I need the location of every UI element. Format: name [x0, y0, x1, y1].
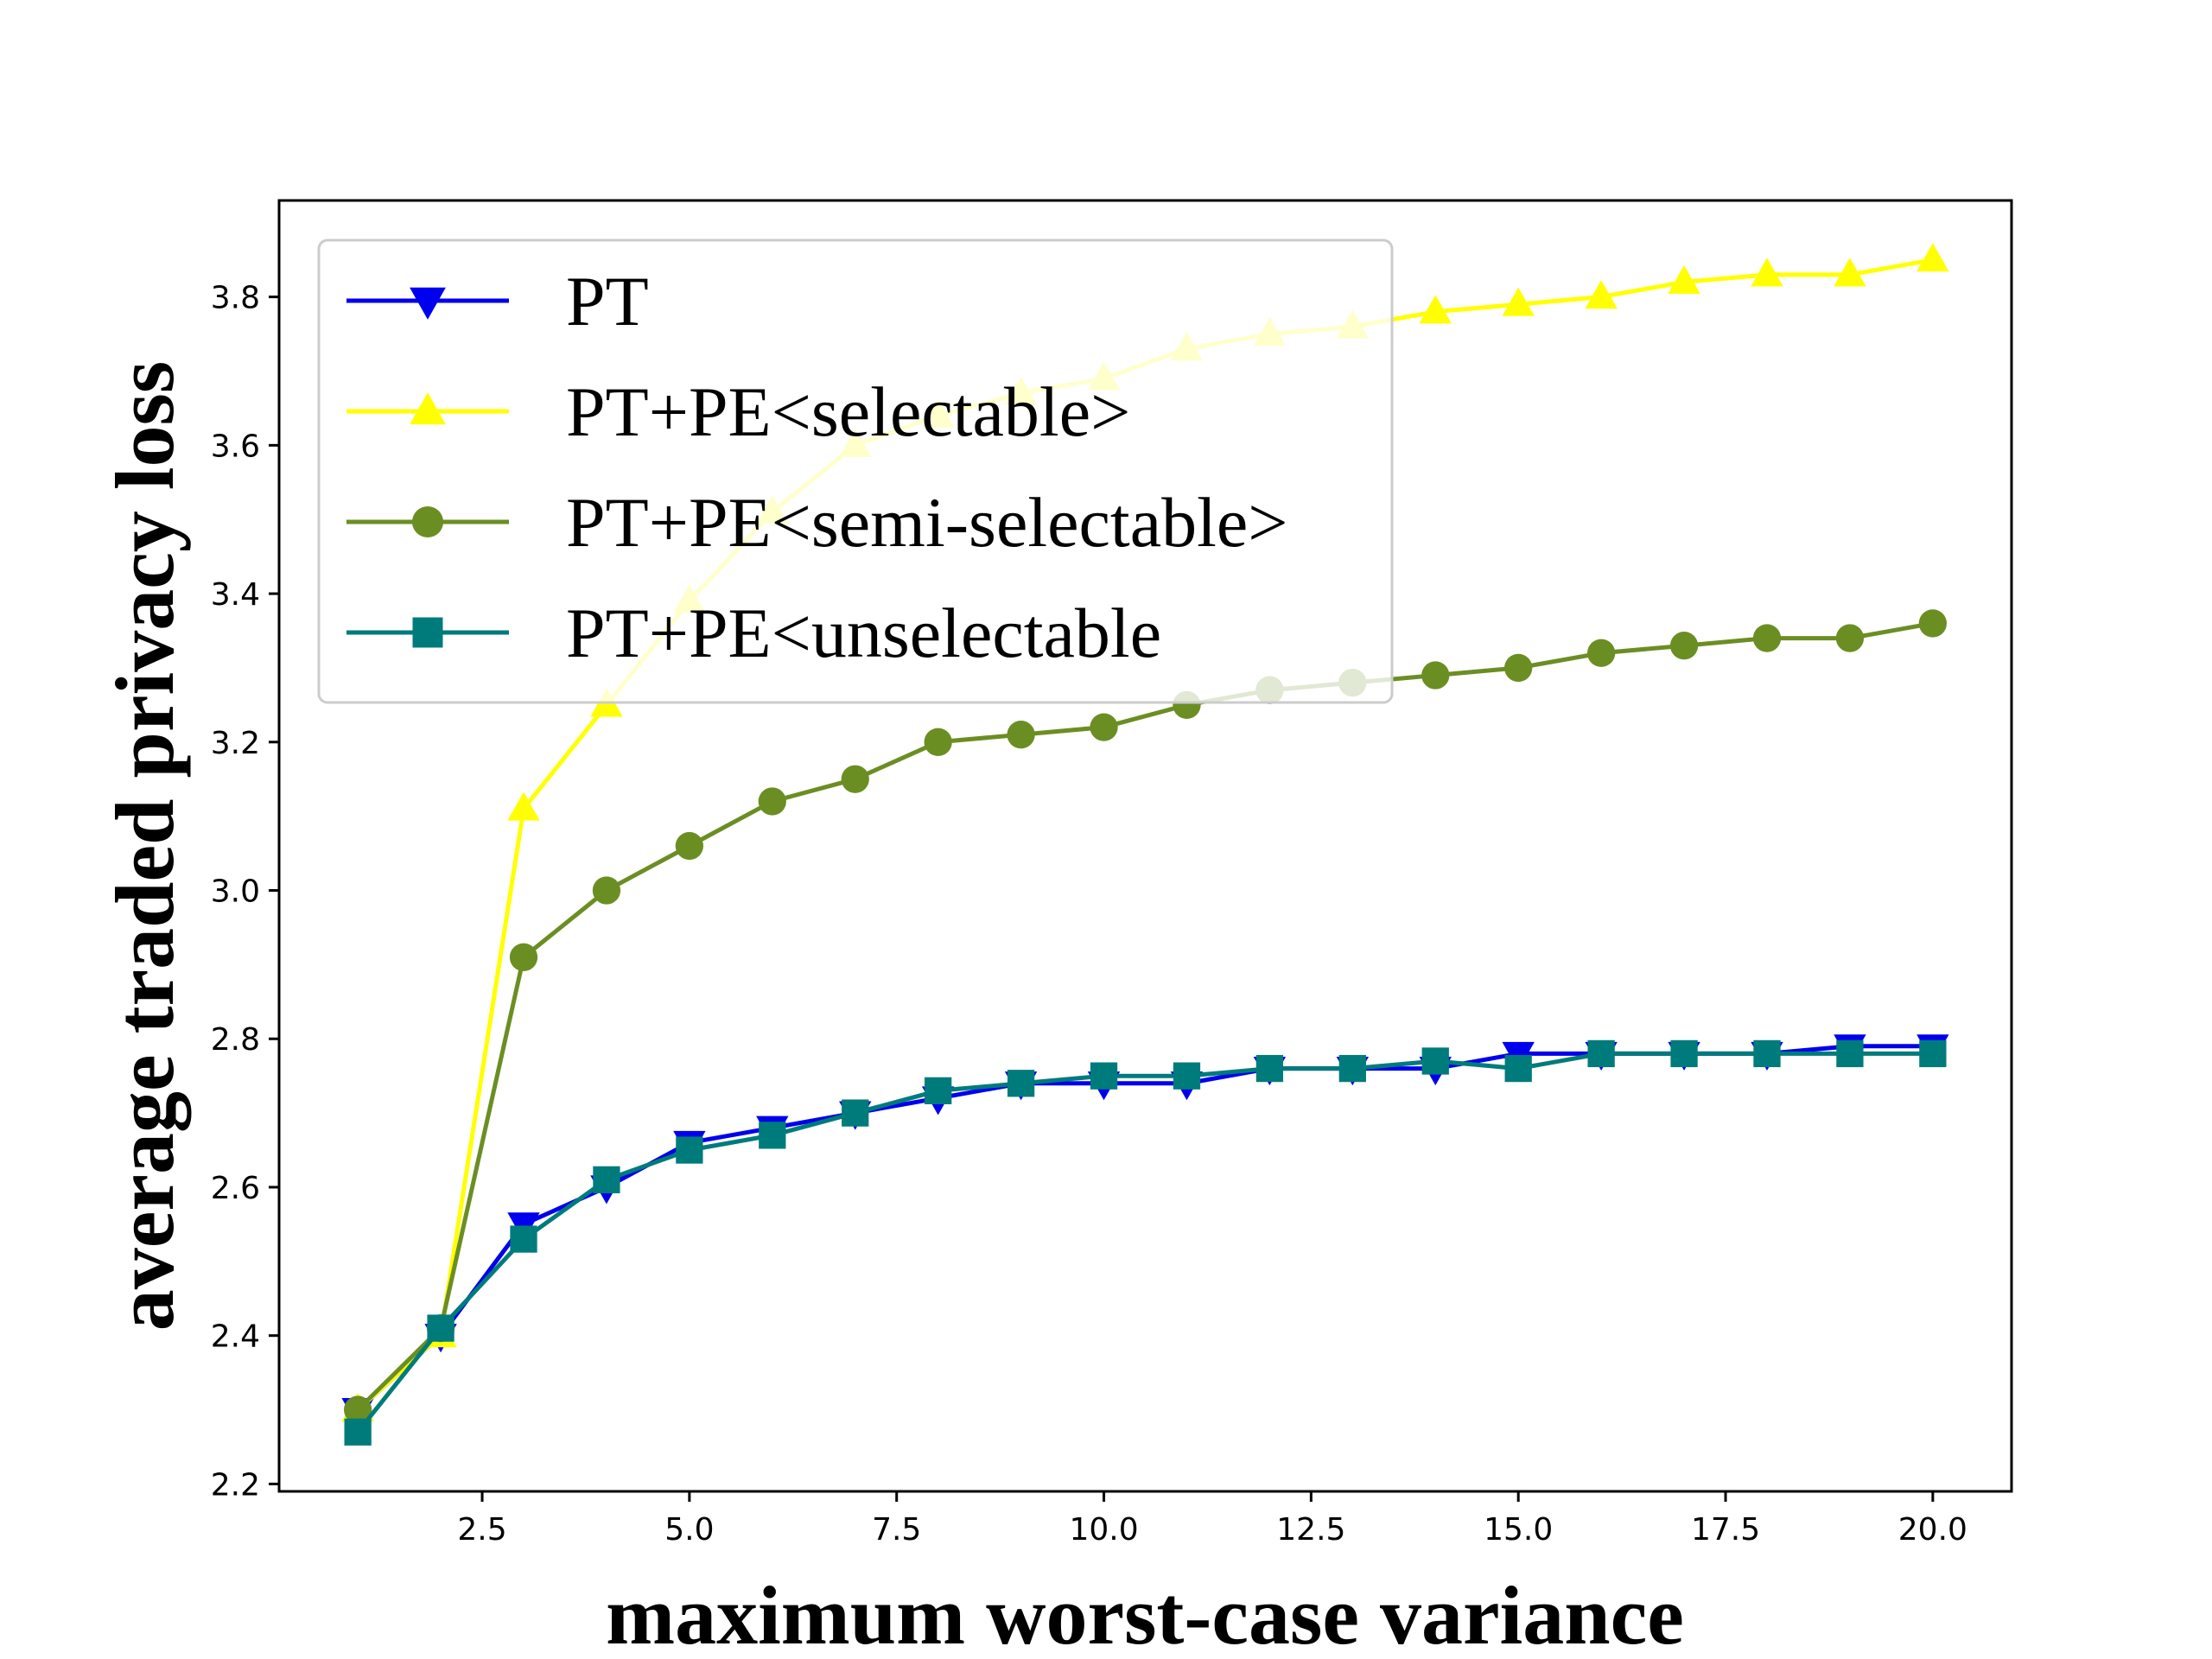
y-tick-label: 2.4: [211, 1319, 260, 1355]
y-axis-label: average traded privacy loss: [99, 361, 191, 1331]
data-point: [1090, 713, 1118, 741]
data-point: [1668, 264, 1700, 295]
legend-label: PT+PE<selectable>: [566, 372, 1130, 451]
legend-marker: [410, 287, 446, 320]
x-tick-label: 20.0: [1898, 1512, 1967, 1548]
series-3: [343, 609, 1948, 1424]
data-point: [343, 1395, 372, 1424]
legend-label: PT+PE<unselectable: [566, 594, 1161, 672]
series-line: [356, 1051, 1933, 1433]
legend-box: [317, 238, 1394, 704]
y-tick-label: 3.2: [211, 726, 260, 761]
data-point: [1421, 1047, 1449, 1075]
data-point: [1669, 632, 1699, 660]
legend-marker: [410, 392, 446, 425]
x-tick-label: 12.5: [1276, 1512, 1345, 1548]
data-point: [1504, 653, 1533, 683]
plot-frame: [277, 199, 2013, 1493]
data-point: [510, 1225, 537, 1253]
data-point: [924, 728, 952, 756]
data-point: [344, 1418, 372, 1446]
data-point: [676, 1136, 703, 1164]
y-tick-label: 2.2: [211, 1467, 260, 1503]
y-axis: 2.2 2.4 2.6 2.8 3.0 3.2 3.4 3.6 3.8: [211, 281, 279, 1503]
data-point: [1587, 1039, 1615, 1068]
data-point: [842, 1099, 869, 1127]
y-tick-label: 3.4: [211, 577, 260, 613]
legend-marker: [412, 617, 443, 648]
x-tick-label: 15.0: [1484, 1512, 1553, 1548]
series-4: [344, 1039, 1947, 1446]
data-point: [1502, 287, 1535, 316]
data-point: [1007, 1070, 1035, 1097]
legend-entry: PT+PE<selectable>: [346, 372, 1130, 451]
data-point: [592, 876, 621, 905]
data-point: [507, 791, 540, 821]
y-tick-label: 3.6: [211, 429, 260, 464]
x-tick-label: 17.5: [1691, 1512, 1760, 1548]
data-point: [1670, 1039, 1698, 1068]
legend-label: PT: [566, 262, 649, 340]
x-tick-label: 10.0: [1069, 1512, 1138, 1548]
y-tick-label: 2.8: [211, 1022, 260, 1058]
legend-label: PT+PE<semi-selectable>: [566, 483, 1288, 562]
legend-entry: PT+PE<unselectable: [346, 594, 1161, 672]
data-point: [1836, 1039, 1864, 1068]
legend-entry: PT: [346, 262, 649, 340]
data-point: [1090, 1062, 1118, 1090]
data-point: [509, 943, 538, 971]
data-point: [841, 765, 869, 793]
data-point: [675, 831, 704, 861]
data-point: [1919, 1039, 1947, 1068]
data-point: [759, 1122, 786, 1149]
data-point: [1255, 1054, 1284, 1083]
data-point: [1007, 721, 1035, 749]
data-point: [925, 1077, 952, 1104]
data-point: [1421, 661, 1450, 690]
x-axis-label: maximum worst-case variance: [606, 1569, 1684, 1659]
y-tick-label: 2.6: [211, 1171, 260, 1206]
legend: PT PT+PE<selectable> PT+PE<semi-selectable…: [317, 238, 1394, 704]
legend-entry: PT+PE<semi-selectable>: [346, 483, 1288, 562]
y-tick-label: 3.0: [211, 874, 260, 910]
data-point: [1753, 1039, 1781, 1068]
data-point: [1835, 624, 1865, 652]
data-point: [1586, 639, 1616, 667]
data-point: [1338, 1054, 1366, 1083]
x-tick-label: 2.5: [457, 1512, 506, 1548]
x-tick-label: 7.5: [872, 1512, 921, 1548]
data-point: [758, 787, 786, 816]
data-point: [1751, 257, 1783, 287]
data-point: [1585, 280, 1618, 309]
x-axis: 2.5 5.0 7.5 10.0 12.5 15.0 17.5 20.0: [457, 1491, 1967, 1548]
data-point: [1752, 624, 1782, 652]
y-tick-label: 3.8: [211, 281, 260, 316]
data-point: [1916, 243, 1949, 272]
data-point: [1173, 1062, 1201, 1090]
data-point: [1834, 257, 1866, 287]
data-point: [1504, 1054, 1532, 1083]
data-point: [593, 1166, 620, 1194]
x-tick-label: 5.0: [664, 1512, 714, 1548]
legend-marker: [411, 505, 444, 538]
data-point: [1419, 295, 1452, 324]
data-point: [1918, 609, 1948, 638]
data-point: [427, 1314, 454, 1342]
